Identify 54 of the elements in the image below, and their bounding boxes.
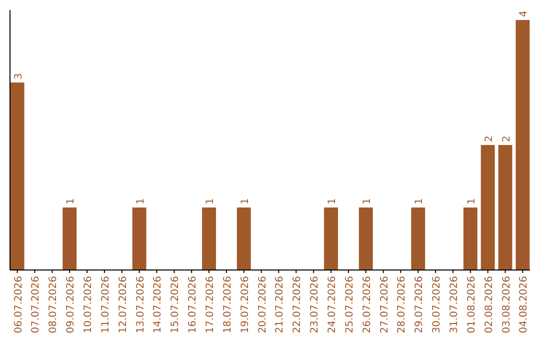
data-label: 4 (518, 10, 530, 17)
x-tick-label: 15.07.2026 (170, 276, 182, 334)
x-tick-label: 29.07.2026 (414, 276, 426, 334)
x-tick-label: 22.07.2026 (292, 276, 304, 334)
bar (480, 145, 495, 270)
x-tick-label: 24.07.2026 (326, 276, 338, 334)
x-tick-label: 23.07.2026 (310, 276, 321, 334)
x-tick-label: 25.07.2026 (344, 276, 356, 334)
x-tick-label: 12.07.2026 (118, 276, 129, 334)
bar (516, 20, 530, 270)
bar (236, 208, 251, 270)
bar (498, 145, 512, 270)
x-tick-label: 14.07.2026 (152, 276, 164, 334)
bar (202, 208, 216, 270)
data-label: 1 (240, 198, 251, 204)
bar (132, 208, 146, 270)
x-tick-label: 10.07.2026 (83, 276, 94, 334)
data-label: 2 (484, 136, 495, 142)
x-tick-label: 04.08.2026 (518, 276, 530, 334)
x-tick-label: 13.07.2026 (135, 276, 146, 334)
x-tick-label: 07.07.2026 (30, 276, 42, 334)
x-tick-label: 26.07.2026 (362, 276, 373, 334)
data-label: 1 (362, 198, 373, 204)
x-tick-label: 18.07.2026 (222, 276, 234, 334)
data-label: 1 (66, 198, 77, 204)
x-tick-label: 01.08.2026 (466, 276, 478, 334)
data-label: 1 (135, 198, 146, 204)
x-tick-label: 08.07.2026 (48, 276, 60, 334)
bar (463, 208, 478, 270)
x-tick-label: 20.07.2026 (257, 276, 268, 334)
data-label: 3 (13, 73, 24, 80)
x-tick-label: 03.08.2026 (501, 276, 512, 334)
bar (62, 208, 77, 270)
x-tick-label: 09.07.2026 (66, 276, 77, 334)
x-tick-label: 27.07.2026 (379, 276, 390, 334)
x-tick-label: 16.07.2026 (188, 276, 199, 334)
bar (324, 208, 338, 270)
data-label: 1 (205, 198, 216, 204)
x-tick-label: 30.07.2026 (432, 276, 443, 334)
x-tick-label: 21.07.2026 (274, 276, 286, 334)
x-tick-label: 19.07.2026 (240, 276, 251, 334)
x-tick-label: 28.07.2026 (396, 276, 408, 334)
x-tick-label: 02.08.2026 (484, 276, 495, 334)
data-label: 2 (501, 136, 512, 142)
data-label: 1 (414, 198, 426, 204)
x-tick-label: 17.07.2026 (205, 276, 216, 334)
data-label: 1 (466, 198, 478, 204)
x-tick-label: 31.07.2026 (448, 276, 460, 334)
data-label: 1 (326, 198, 338, 204)
x-tick-label: 06.07.2026 (13, 276, 24, 334)
bar (411, 208, 426, 270)
bar (358, 208, 373, 270)
bar (10, 82, 24, 270)
x-tick-label: 11.07.2026 (100, 276, 112, 334)
